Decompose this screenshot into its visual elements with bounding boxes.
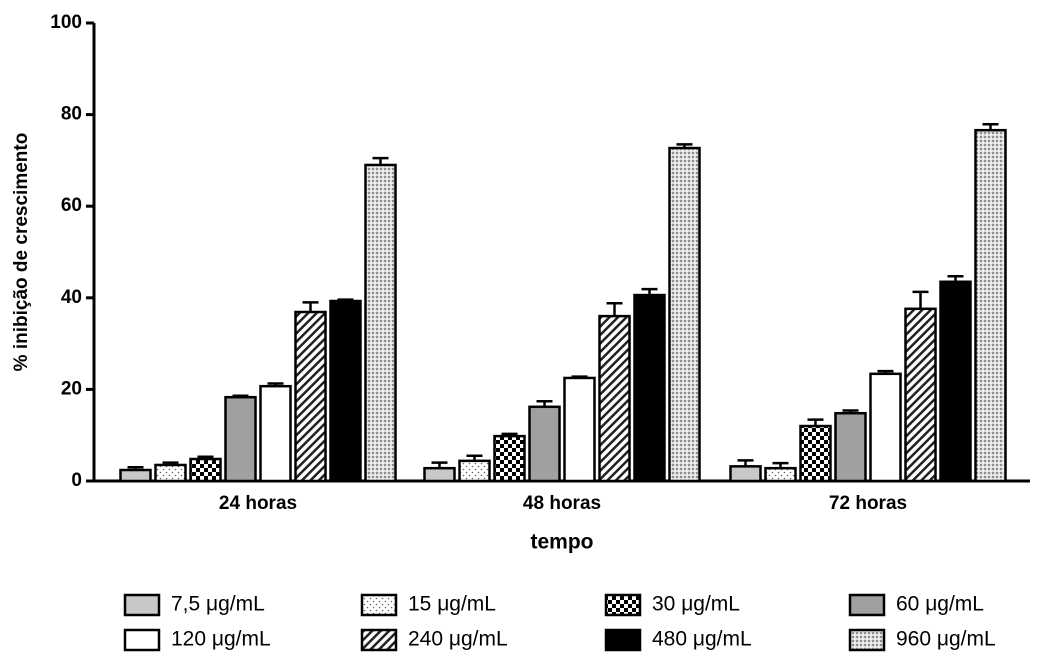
y-tick-label: 60 (61, 195, 82, 216)
bar (633, 293, 666, 483)
error-bar (127, 466, 144, 471)
bar (189, 457, 222, 483)
y-tick-label: 100 (50, 12, 82, 33)
bar (598, 314, 631, 483)
legend-label: 480 μg/mL (652, 628, 752, 651)
legend-swatch (604, 628, 642, 652)
error-bar (267, 382, 284, 387)
error-bar (737, 459, 754, 467)
legend-swatch (848, 593, 886, 617)
y-axis-label: % inibição de crescimento (11, 133, 32, 372)
error-bar (501, 432, 518, 437)
error-bar (337, 298, 354, 302)
error-bar (162, 461, 179, 465)
y-tick-label: 40 (61, 287, 82, 308)
legend-swatch (123, 593, 161, 617)
error-bar (302, 301, 319, 312)
bar (563, 376, 596, 483)
error-bar (676, 143, 693, 149)
error-bar (197, 455, 214, 460)
bar (528, 405, 561, 483)
error-bar (912, 290, 929, 309)
x-axis-label: tempo (531, 531, 594, 554)
error-bar (606, 302, 623, 317)
bar (869, 372, 902, 483)
legend-label: 120 μg/mL (171, 628, 271, 651)
error-bar (772, 461, 789, 469)
legend-label: 30 μg/mL (652, 593, 740, 616)
bar (259, 384, 292, 483)
legend-swatch (604, 593, 642, 617)
y-tick-label: 80 (61, 104, 82, 125)
bar (119, 468, 152, 483)
legend-swatch (360, 628, 398, 652)
error-bar (842, 409, 859, 414)
bar (364, 163, 397, 483)
error-bar (466, 454, 483, 461)
bar (904, 307, 937, 483)
error-bar (372, 156, 389, 165)
bar (834, 411, 867, 483)
bar (974, 128, 1007, 483)
bar (154, 463, 187, 483)
x-tick-label: 48 horas (523, 493, 601, 514)
bar (668, 146, 701, 483)
bar (423, 466, 456, 483)
legend-label: 60 μg/mL (896, 593, 984, 616)
bar (294, 310, 327, 483)
legend-swatch (123, 628, 161, 652)
legend-swatch (360, 593, 398, 617)
bar (799, 424, 832, 483)
bar (939, 280, 972, 483)
legend-label: 15 μg/mL (408, 593, 496, 616)
x-tick-label: 24 horas (219, 493, 297, 514)
legend-label: 240 μg/mL (408, 628, 508, 651)
error-bar (947, 275, 964, 282)
error-bar (641, 287, 658, 296)
error-bar (877, 369, 894, 374)
bar (729, 465, 762, 483)
error-bar (982, 122, 999, 131)
legend-label: 7,5 μg/mL (171, 593, 265, 616)
bar (493, 434, 526, 483)
error-bar (571, 375, 588, 378)
y-tick-label: 0 (71, 470, 82, 491)
bar (764, 466, 797, 483)
bar (458, 459, 491, 483)
error-bar (232, 394, 249, 398)
legend-swatch (848, 628, 886, 652)
bar (329, 299, 362, 483)
error-bar (536, 400, 553, 407)
error-bar (431, 461, 448, 469)
x-tick-label: 72 horas (829, 493, 907, 514)
error-bar (807, 418, 824, 427)
legend-label: 960 μg/mL (896, 628, 996, 651)
bar (224, 395, 257, 483)
y-tick-label: 20 (61, 378, 82, 399)
